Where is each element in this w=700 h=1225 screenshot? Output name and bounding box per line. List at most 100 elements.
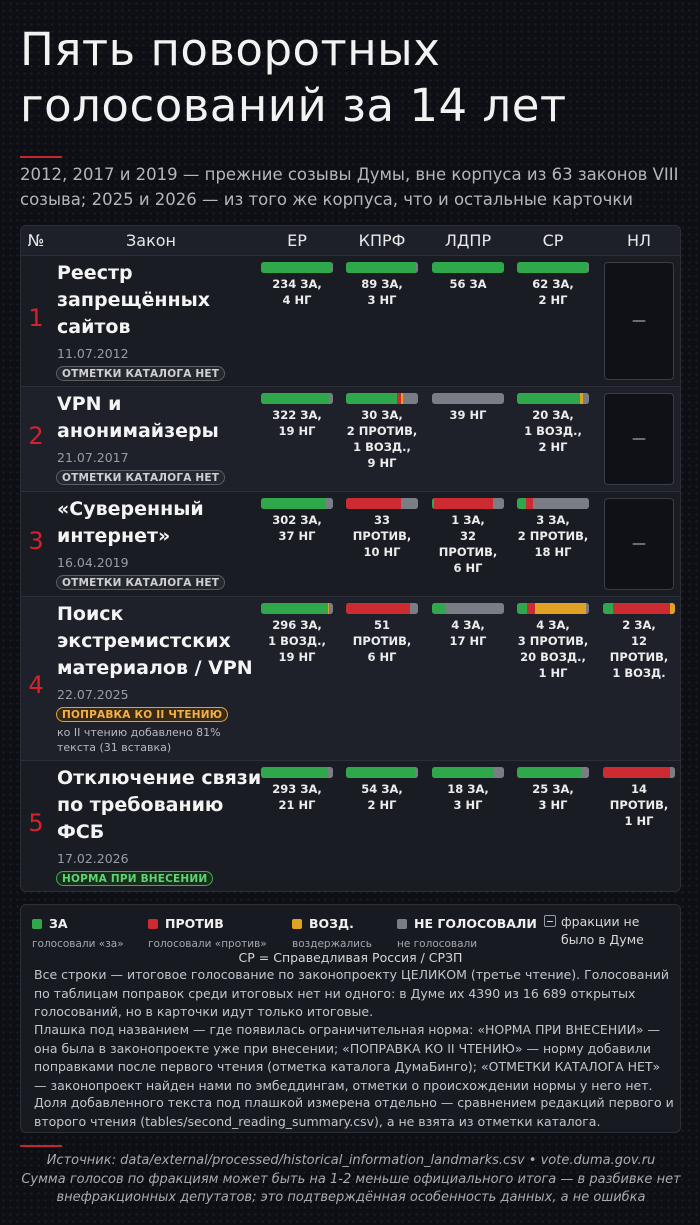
vote-text: 18 ЗА, 3 НГ: [447, 782, 489, 812]
bar-segment-protiv: [346, 603, 411, 614]
law-name: VPN и анонимайзеры: [57, 391, 219, 445]
vote-bar: [517, 767, 589, 778]
ng-swatch: [397, 918, 407, 929]
bar-segment-za: [517, 767, 582, 778]
vote-cell-nl: 2 ЗА, 12 ПРОТИВ, 1 ВОЗД.: [603, 603, 675, 681]
law-name: «Суверенный интернет»: [57, 496, 204, 550]
col-sr: СР: [542, 231, 564, 250]
vote-cell-sr: 4 ЗА, 3 ПРОТИВ, 20 ВОЗД., 1 НГ: [517, 603, 589, 681]
legend-paragraph-1: Все строки — итоговое голосование по зак…: [34, 967, 670, 1019]
bar-segment-ng: [401, 498, 418, 509]
vote-bar: [432, 498, 504, 509]
vote-cell-ldpr: 1 ЗА, 32 ПРОТИВ, 6 НГ: [432, 498, 504, 576]
origin-badge: ОТМЕТКИ КАТАЛОГА НЕТ: [56, 470, 226, 485]
vote-cell-sr: 3 ЗА, 2 ПРОТИВ, 18 НГ: [517, 498, 589, 560]
added-text-note: ко II чтению добавлено 81% текста (31 вс…: [57, 726, 221, 754]
col-nl: НЛ: [626, 231, 652, 250]
vote-text: 2 ЗА, 12 ПРОТИВ, 1 ВОЗД.: [609, 618, 669, 680]
no-faction-cell: —: [604, 262, 674, 380]
bar-segment-za: [517, 262, 587, 273]
row-number: 2: [28, 422, 44, 450]
table-row: 2 VPN и анонимайзеры 21.07.2017 ОТМЕТКИ КАТА…: [21, 387, 680, 492]
law-name-line: VPN и: [57, 393, 122, 415]
origin-badge: ОТМЕТКИ КАТАЛОГА НЕТ: [56, 575, 226, 590]
law-name: Реестр запрещённых сайтов: [57, 260, 210, 341]
no-faction-dash: —: [632, 536, 646, 552]
law-name-line: сайтов: [57, 316, 131, 338]
bar-segment-za: [517, 603, 528, 614]
vote-cell-ldpr: 56 ЗА: [432, 262, 504, 292]
vote-bar: [517, 393, 589, 404]
vote-cell-sr: 62 ЗА, 2 НГ: [517, 262, 589, 308]
vote-bar: [517, 603, 589, 614]
bar-segment-za: [432, 498, 434, 509]
col-law: Закон: [126, 231, 176, 250]
vote-cell-ldpr: 39 НГ: [432, 393, 504, 423]
bar-segment-vozd: [579, 393, 583, 404]
vote-text: 25 ЗА, 3 НГ: [532, 782, 574, 812]
legend-vozd: ВОЗД. воздержались: [292, 916, 372, 950]
vote-cell-er: 322 ЗА, 19 НГ: [261, 393, 333, 439]
col-kprf: КПРФ: [358, 231, 406, 250]
bar-segment-protiv: [603, 767, 671, 778]
vote-text: 4 ЗА, 17 НГ: [449, 618, 487, 648]
votes-table: № Закон ЕР КПРФ ЛДПР СР НЛ 1 Реестр запрещ…: [20, 225, 681, 892]
bar-segment-za: [432, 262, 504, 273]
origin-badge: ОТМЕТКИ КАТАЛОГА НЕТ: [56, 366, 226, 381]
law-name-line: Реестр: [57, 262, 133, 284]
vote-cell-kprf: 89 ЗА, 3 НГ: [346, 262, 418, 308]
vote-cell-er: 296 ЗА, 1 ВОЗД., 19 НГ: [261, 603, 333, 665]
bar-segment-za: [261, 603, 329, 614]
table-row: 1 Реестр запрещённых сайтов 11.07.2012 ОТМЕТК…: [21, 256, 680, 387]
law-name-line: запрещённых: [57, 289, 211, 311]
vote-text: 14 ПРОТИВ, 1 НГ: [609, 782, 669, 828]
footer-note: Сумма голосов по фракциям может быть на …: [21, 1171, 681, 1206]
law-date: 11.07.2012: [57, 346, 129, 361]
bar-segment-za: [261, 498, 326, 509]
vote-text: 20 ЗА, 1 ВОЗД., 2 НГ: [524, 408, 582, 454]
vote-bar: [517, 498, 589, 509]
vote-bar: [261, 262, 333, 273]
vote-bar: [346, 262, 418, 273]
bar-segment-protiv: [397, 393, 401, 404]
table-row: 4 Поиск экстремистских материалов / VPN 22.0…: [21, 597, 680, 761]
vote-bar: [261, 393, 333, 404]
bar-segment-ng: [328, 767, 333, 778]
legend-paragraph-3: Доля добавленного текста под плашкой изм…: [34, 1095, 674, 1129]
law-name-line: анонимайзеры: [57, 420, 219, 442]
law-name-line: Отключение связи: [57, 767, 262, 789]
vote-bar: [432, 393, 504, 404]
bar-segment-ng: [410, 603, 418, 614]
legend-paragraph-2: Плашка под названием — где появилась огр…: [34, 1022, 661, 1093]
bar-segment-ng: [670, 767, 675, 778]
legend-protiv: ПРОТИВ голосовали «против»: [148, 916, 267, 950]
table-row: 5 Отключение связи по требованию ФСБ 17.02.2…: [21, 761, 680, 891]
bar-segment-ng: [492, 498, 504, 509]
vote-bar: [432, 767, 504, 778]
vote-cell-nl: 14 ПРОТИВ, 1 НГ: [603, 767, 675, 829]
vote-cell-er: 234 ЗА, 4 НГ: [261, 262, 333, 308]
vote-text: 4 ЗА, 3 ПРОТИВ, 20 ВОЗД., 1 НГ: [517, 618, 589, 680]
row-number: 3: [28, 527, 44, 555]
bar-segment-za: [517, 498, 527, 509]
origin-badge: ПОПРАВКА КО II ЧТЕНИЮ: [56, 707, 229, 722]
subtitle: 2012, 2017 и 2019 — прежние созывы Думы,…: [20, 165, 679, 209]
law-name-line: по требованию: [57, 794, 224, 816]
bar-segment-ng: [415, 262, 418, 273]
no-faction-dash: —: [632, 313, 646, 329]
table-row: 3 «Суверенный интернет» 16.04.2019 ОТМЕТКИ К…: [21, 492, 680, 597]
vote-cell-ldpr: 4 ЗА, 17 НГ: [432, 603, 504, 649]
vote-text: 51 ПРОТИВ, 6 НГ: [352, 618, 412, 664]
bar-segment-ng: [325, 498, 333, 509]
no-faction-cell: —: [604, 393, 674, 485]
vote-bar: [603, 603, 675, 614]
sr-explanation: СР = Справедливая Россия / СРЗП: [238, 950, 463, 965]
law-name-line: материалов / VPN: [57, 657, 253, 679]
vote-bar: [261, 498, 333, 509]
bar-segment-ng: [493, 767, 504, 778]
vote-text: 234 ЗА, 4 НГ: [272, 277, 322, 307]
bar-segment-ng: [331, 262, 333, 273]
law-date: 21.07.2017: [57, 450, 129, 465]
law-name: Отключение связи по требованию ФСБ: [57, 765, 261, 846]
col-num: №: [27, 231, 45, 250]
